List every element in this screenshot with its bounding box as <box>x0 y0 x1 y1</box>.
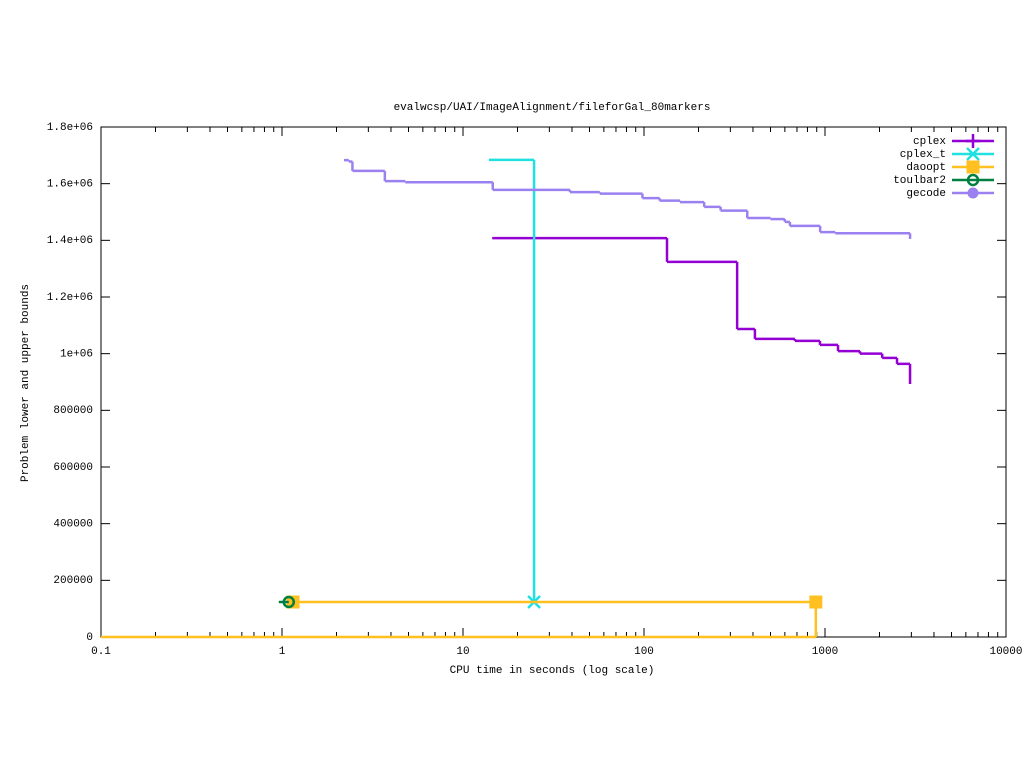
x-tick-label: 10 <box>456 646 469 658</box>
legend-marker <box>966 134 980 148</box>
legend-label: toulbar2 <box>893 175 946 187</box>
x-tick-label: 1 <box>279 646 286 658</box>
legend-marker <box>967 187 979 199</box>
y-axis-label: Problem lower and upper bounds <box>20 284 32 482</box>
y-tick-label: 1.2e+06 <box>47 292 93 304</box>
x-tick-label: 1000 <box>812 646 838 658</box>
y-tick-label: 1.8e+06 <box>47 122 93 134</box>
legend-marker <box>966 173 980 187</box>
y-tick-label: 800000 <box>53 405 93 417</box>
y-tick-label: 200000 <box>53 575 93 587</box>
y-tick-label: 600000 <box>53 462 93 474</box>
legend-marker <box>966 147 980 161</box>
legend-label: cplex_t <box>900 149 946 161</box>
legend-label: daoopt <box>906 162 946 174</box>
x-tick-label: 10000 <box>989 646 1022 658</box>
legend-marker <box>966 160 980 174</box>
legend-label: cplex <box>913 136 946 148</box>
plot-frame <box>100 126 1007 638</box>
y-tick-label: 1.4e+06 <box>47 235 93 247</box>
x-tick-label: 100 <box>634 646 654 658</box>
y-tick-label: 400000 <box>53 519 93 531</box>
y-tick-label: 0 <box>86 632 93 644</box>
chart-title: evalwcsp/UAI/ImageAlignment/fileforGal_8… <box>394 102 711 114</box>
legend-label: gecode <box>906 188 946 200</box>
marker <box>282 595 296 609</box>
y-tick-label: 1.6e+06 <box>47 179 93 191</box>
y-tick-label: 1e+06 <box>60 349 93 361</box>
x-tick-label: 0.1 <box>91 646 111 658</box>
x-axis-label: CPU time in seconds (log scale) <box>450 665 655 677</box>
marker <box>809 595 823 609</box>
